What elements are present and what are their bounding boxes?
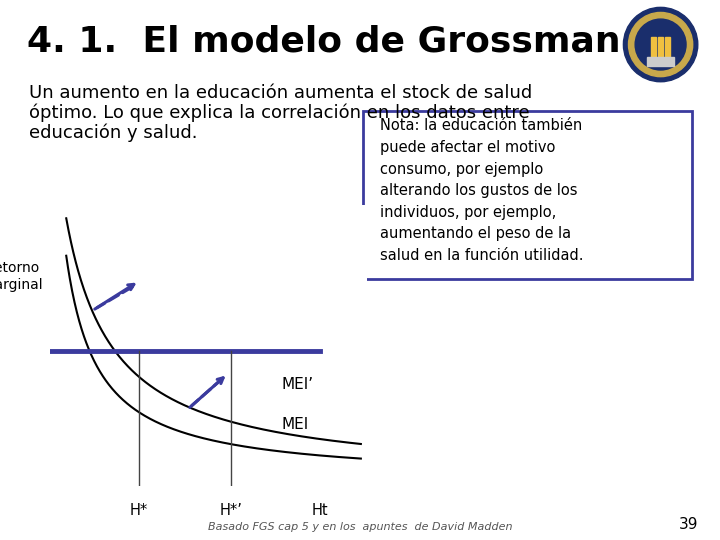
FancyBboxPatch shape (364, 111, 692, 279)
Circle shape (624, 8, 698, 82)
Bar (651, 37, 656, 58)
Circle shape (635, 19, 686, 70)
Text: H*’: H*’ (220, 503, 243, 518)
Text: H*: H* (130, 503, 148, 518)
Text: MEI’: MEI’ (282, 377, 314, 393)
Text: MEI: MEI (282, 417, 309, 431)
Text: óptimo. Lo que explica la correlación en los datos entre: óptimo. Lo que explica la correlación en… (29, 104, 529, 122)
Text: Retorno
marginal: Retorno marginal (0, 261, 43, 292)
Text: Ht: Ht (311, 503, 328, 518)
Text: 4. 1.  El modelo de Grossman: 4. 1. El modelo de Grossman (27, 24, 621, 58)
Text: 39: 39 (679, 517, 698, 532)
Bar (658, 37, 663, 58)
Text: Basado FGS cap 5 y en los  apuntes  de David Madden: Basado FGS cap 5 y en los apuntes de Dav… (208, 522, 512, 532)
Bar (647, 57, 675, 66)
Circle shape (629, 12, 693, 77)
Text: Nota: la educación también
puede afectar el motivo
consumo, por ejemplo
alterand: Nota: la educación también puede afectar… (380, 118, 584, 263)
Text: educación y salud.: educación y salud. (29, 124, 197, 142)
Bar (665, 37, 670, 58)
Text: Un aumento en la educación aumenta el stock de salud: Un aumento en la educación aumenta el st… (29, 84, 532, 102)
